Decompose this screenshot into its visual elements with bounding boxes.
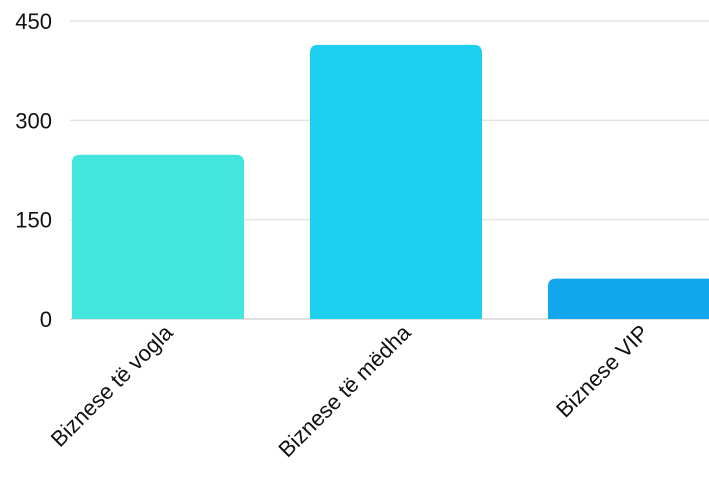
x-category-label: Biznese të mëdha [273, 319, 416, 462]
bars-layer [72, 44, 709, 320]
bar-2[interactable] [310, 44, 482, 320]
bar-1[interactable] [72, 154, 244, 319]
x-category-label: Biznese VIP [551, 320, 653, 422]
x-category-label: Biznese të vogla [46, 319, 178, 451]
x-axis-category-labels: Biznese të vogla Biznese të mëdha Biznese … [46, 319, 654, 462]
y-tick-label: 150 [15, 208, 52, 233]
bar-3[interactable] [548, 278, 709, 319]
y-axis-tick-labels: 0 150 300 450 [15, 9, 52, 332]
y-tick-label: 0 [40, 307, 52, 332]
y-tick-label: 300 [15, 108, 52, 133]
y-tick-label: 450 [15, 9, 52, 34]
